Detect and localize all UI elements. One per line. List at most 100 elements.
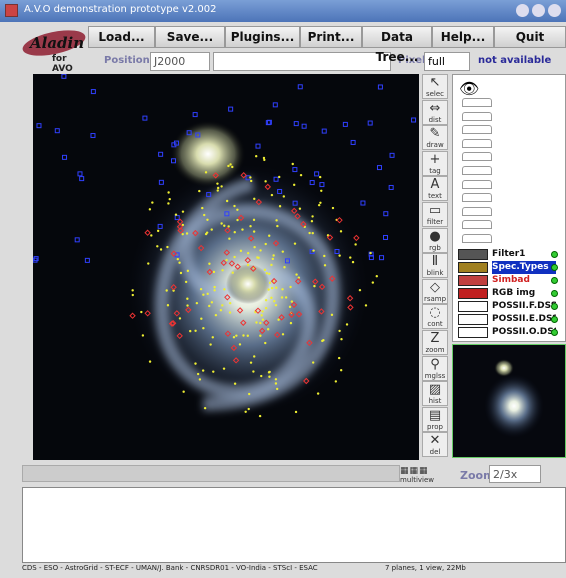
tool-button[interactable]: ▭ filter — [422, 202, 448, 227]
tool-label: draw — [426, 141, 444, 150]
layer-name[interactable]: Filter1 — [492, 249, 526, 259]
red-marker — [270, 277, 278, 285]
sky-view[interactable] — [33, 74, 419, 460]
red-marker — [244, 257, 252, 264]
yellow-marker — [174, 213, 178, 216]
yellow-marker — [181, 210, 185, 213]
yellow-marker — [275, 286, 278, 289]
frame-select[interactable]: J2000 — [150, 52, 210, 71]
yellow-marker — [201, 369, 205, 372]
blue-marker — [142, 115, 148, 121]
red-marker — [192, 229, 199, 237]
zoom-select[interactable]: 2/3x — [489, 465, 541, 483]
tool-icon: Ⅱ — [431, 254, 439, 270]
yellow-marker — [148, 360, 152, 363]
menu-button[interactable]: Plugins... — [225, 26, 300, 48]
multiview-label: multiview — [400, 476, 435, 484]
blue-marker — [77, 171, 83, 177]
yellow-marker — [184, 280, 188, 284]
layer-name[interactable]: POSSII.F.DSS — [492, 301, 556, 311]
yellow-marker — [194, 362, 197, 365]
yellow-marker — [182, 390, 185, 393]
tool-button[interactable]: ▤ prop — [422, 406, 448, 432]
yellow-marker — [318, 175, 322, 179]
tool-button[interactable]: ◌ cont — [422, 304, 448, 330]
title-bar: A.V.O demonstration prototype v2.002 — [0, 0, 566, 22]
menu-button[interactable]: Save... — [155, 26, 225, 48]
red-marker — [220, 259, 227, 267]
yellow-marker — [260, 374, 263, 378]
red-marker — [288, 311, 295, 318]
yellow-marker — [248, 392, 251, 396]
yellow-marker — [345, 323, 349, 326]
red-marker — [247, 235, 255, 242]
empty-slot — [462, 179, 492, 189]
yellow-marker — [264, 180, 267, 183]
layer-name[interactable]: Spec.Types — [492, 261, 556, 274]
multiview-button[interactable]: ▦▦▦ multiview — [400, 466, 434, 484]
red-marker — [312, 278, 319, 285]
layer-name[interactable]: POSSII.O.DSS — [492, 327, 556, 337]
yellow-marker — [222, 367, 226, 370]
maximize[interactable] — [532, 4, 545, 17]
menu-button[interactable]: Data Tree... — [362, 26, 432, 64]
tool-button[interactable]: ↖ selec — [422, 74, 448, 99]
blue-marker — [411, 117, 417, 123]
tool-button[interactable]: ✎ draw — [422, 125, 448, 151]
yellow-marker — [203, 213, 206, 217]
yellow-marker — [320, 189, 323, 192]
tool-button[interactable]: ◇ rsamp — [422, 278, 448, 304]
tool-button[interactable]: ▨ hist — [422, 381, 448, 407]
yellow-marker — [204, 171, 208, 174]
overview-thumbnail[interactable] — [452, 344, 566, 458]
logo-subtitle: for AVO — [52, 54, 73, 74]
tool-button[interactable]: ● rgb — [422, 227, 448, 253]
tool-icon: ⚲ — [430, 356, 440, 372]
layer-status — [551, 277, 558, 284]
yellow-marker — [281, 288, 284, 291]
blue-marker — [376, 165, 382, 171]
catalog-markers — [33, 74, 417, 418]
red-marker — [318, 283, 326, 291]
minimize[interactable] — [516, 4, 529, 17]
blue-marker — [206, 192, 212, 198]
yellow-marker — [168, 197, 171, 201]
red-marker — [170, 250, 177, 257]
yellow-marker — [198, 189, 201, 193]
tool-button[interactable]: ⚲ mglss — [422, 355, 448, 381]
layer-name[interactable]: RGB img — [492, 288, 536, 298]
tool-button[interactable]: ✕ del — [422, 432, 448, 458]
yellow-marker — [209, 343, 212, 346]
spiral-arms — [154, 177, 341, 411]
menu-button[interactable]: Quit — [494, 26, 566, 48]
blue-marker — [293, 121, 299, 127]
yellow-marker — [263, 158, 266, 162]
galaxy-core — [226, 264, 270, 304]
layer-name[interactable]: POSSII.E.DSS — [492, 314, 556, 324]
tool-label: hist — [428, 397, 442, 406]
red-marker — [236, 307, 244, 314]
tool-icon: ▭ — [428, 203, 442, 218]
yellow-marker — [275, 387, 279, 391]
red-marker — [263, 319, 270, 327]
yellow-marker — [246, 334, 249, 337]
pixel-mode[interactable]: full — [424, 52, 470, 71]
layer-status — [551, 264, 558, 271]
yellow-marker — [225, 199, 229, 203]
menu-button[interactable]: Print... — [300, 26, 362, 48]
tool-button[interactable]: + tag — [422, 150, 448, 176]
tool-label: text — [428, 192, 442, 201]
close[interactable] — [548, 4, 561, 17]
layer-name[interactable]: Simbad — [492, 275, 530, 285]
menu-button[interactable]: Help... — [432, 26, 494, 48]
tool-button[interactable]: ⇔ dist — [422, 99, 448, 125]
yellow-marker — [294, 410, 298, 414]
menu-button[interactable]: Load... — [88, 26, 155, 48]
yellow-marker — [228, 301, 232, 305]
yellow-marker — [268, 272, 271, 275]
position-input[interactable] — [213, 52, 391, 71]
